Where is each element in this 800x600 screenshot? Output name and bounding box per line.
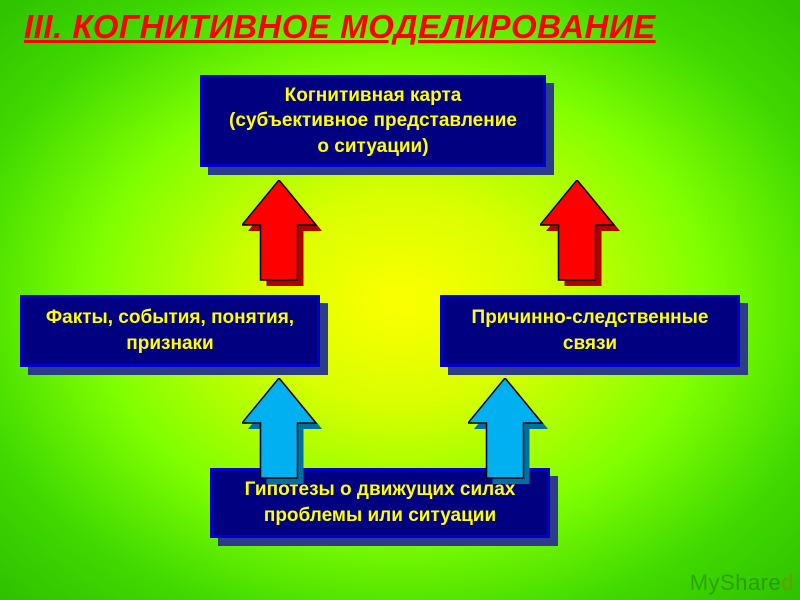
arrow-up-icon <box>242 378 322 489</box>
arrow-up-icon <box>540 180 620 291</box>
box-causal: Причинно-следственныесвязи <box>440 295 740 367</box>
box-top-label: Когнитивная карта(субъективное представл… <box>213 83 533 160</box>
box-facts: Факты, события, понятия,признаки <box>20 295 320 367</box>
page-title: III. КОГНИТИВНОЕ МОДЕЛИРОВАНИЕ <box>24 8 656 46</box>
watermark-accent: d <box>781 570 794 595</box>
box-right-label: Причинно-следственныесвязи <box>453 305 727 356</box>
arrow-up-icon <box>242 180 322 291</box>
watermark-text: MyShare <box>690 570 782 595</box>
watermark: MyShared <box>690 570 794 596</box>
arrow-up-icon <box>468 378 548 489</box>
box-left-label: Факты, события, понятия,признаки <box>33 305 307 356</box>
box-cognitive-map: Когнитивная карта(субъективное представл… <box>200 75 546 167</box>
